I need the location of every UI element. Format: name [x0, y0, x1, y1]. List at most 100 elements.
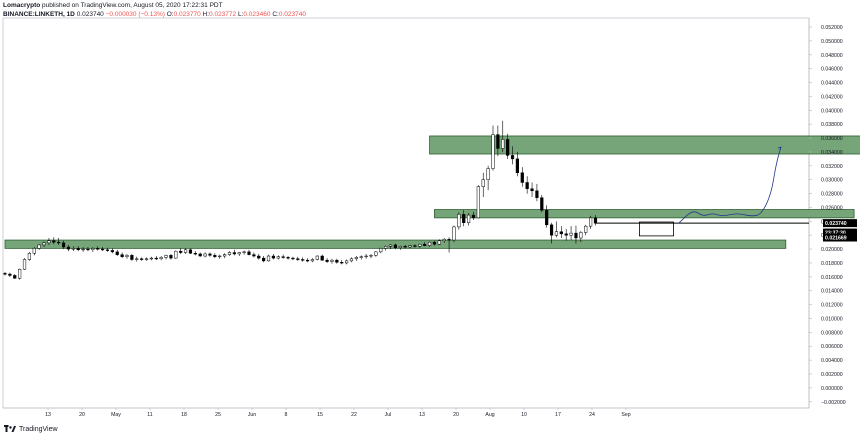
- candle: [330, 258, 334, 264]
- candle: [223, 253, 227, 259]
- projection-arrowhead: [777, 146, 782, 151]
- candle-body: [305, 259, 310, 262]
- x-tick-label: May: [111, 412, 121, 418]
- candle-body: [86, 248, 90, 251]
- price-change: −0.000030 (−0.13%): [105, 11, 165, 18]
- candle: [179, 248, 183, 254]
- symbol-label: BINANCE:LINKETH, 1D: [3, 11, 75, 18]
- candle: [281, 254, 285, 259]
- open-label: O:: [166, 11, 174, 18]
- candle-body: [71, 248, 75, 250]
- x-tick-label: 18: [181, 412, 187, 418]
- candle: [525, 176, 529, 194]
- candle: [247, 249, 251, 256]
- candle: [481, 172, 485, 198]
- candle-body: [179, 250, 183, 253]
- candle-body: [242, 251, 246, 253]
- candle-body: [506, 139, 510, 156]
- x-tick-label: Jul: [385, 412, 392, 418]
- x-tick-label: 20: [79, 412, 85, 418]
- candle-body: [257, 255, 261, 259]
- candle-body: [203, 253, 207, 257]
- author-name[interactable]: Lomacrypto: [3, 2, 41, 9]
- candle-body: [325, 259, 329, 262]
- candle-body: [593, 217, 598, 224]
- candle-body: [286, 257, 290, 259]
- candle: [510, 146, 515, 165]
- candle: [364, 253, 368, 259]
- candle: [549, 222, 554, 244]
- projection-path[interactable]: [678, 146, 782, 224]
- candle-body: [3, 273, 7, 275]
- candle-body: [301, 259, 305, 261]
- candle-body: [549, 224, 554, 236]
- candle: [42, 241, 46, 248]
- time-axis[interactable]: 13 20 May 11 18 25 Jun 8 15 22 Jul 13 20 Aug 10 17 24 Sep: [45, 408, 631, 418]
- breakout-box[interactable]: [639, 221, 674, 237]
- candle: [530, 182, 534, 198]
- zone-mid-resistance[interactable]: [434, 209, 855, 219]
- candle: [140, 257, 144, 261]
- candle: [584, 224, 588, 236]
- candle-body: [140, 258, 144, 260]
- price-label-bg: [823, 219, 857, 228]
- candle: [413, 244, 417, 248]
- y-tick-label: 0.042000: [821, 94, 843, 100]
- candle: [325, 258, 329, 263]
- candle-body: [471, 214, 476, 219]
- y-tick-label: 0.050000: [821, 39, 843, 45]
- candle: [52, 237, 56, 245]
- candle-body: [486, 168, 490, 180]
- y-tick-label: 0.034000: [821, 150, 843, 156]
- candle-body: [120, 254, 124, 257]
- candle: [359, 255, 363, 260]
- candle-body: [398, 246, 402, 248]
- candle: [340, 260, 344, 265]
- candle: [384, 245, 388, 251]
- candle-body: [252, 254, 256, 257]
- symbol-line: BINANCE:LINKETH, 1D 0.023740 −0.000030 (…: [3, 10, 306, 19]
- candle: [491, 125, 495, 171]
- y-tick-label: 0.008000: [821, 330, 843, 336]
- y-tick-label: 0.000000: [821, 386, 843, 392]
- candle-body: [174, 250, 178, 259]
- candle-body: [432, 241, 437, 245]
- candle-body: [408, 245, 412, 248]
- candle: [105, 247, 110, 252]
- candle-body: [144, 258, 149, 260]
- candle-body: [501, 139, 505, 149]
- candle: [418, 243, 422, 248]
- candle-body: [266, 255, 271, 262]
- candle-body: [520, 172, 524, 183]
- candle: [22, 258, 27, 270]
- candle-body: [276, 256, 280, 259]
- candle-body: [340, 262, 344, 264]
- high-label: H:: [202, 11, 210, 18]
- x-tick-label: 25: [215, 412, 221, 418]
- candle: [315, 255, 319, 261]
- candle-body: [384, 246, 388, 249]
- candle: [574, 225, 578, 244]
- candle: [203, 252, 207, 258]
- candle-body: [413, 245, 417, 247]
- candle-body: [291, 257, 295, 260]
- candle: [18, 268, 22, 280]
- close-value: 0.023740: [278, 11, 306, 18]
- candle: [262, 256, 266, 263]
- candle: [32, 247, 36, 256]
- price-label: 0.021669: [823, 233, 857, 242]
- candle: [345, 259, 349, 265]
- y-tick-label: 0.028000: [821, 192, 843, 198]
- footer-brand[interactable]: TradingView: [4, 425, 58, 433]
- candle: [208, 252, 212, 257]
- chart-header: Lomacrypto published on TradingView.com,…: [3, 1, 306, 19]
- candle-body: [457, 214, 461, 228]
- candle: [47, 237, 51, 245]
- candle-body: [188, 249, 193, 254]
- candle-body: [535, 190, 539, 198]
- zone-upper-resistance[interactable]: [429, 135, 860, 155]
- candle-body: [208, 253, 212, 256]
- candle-body: [418, 243, 422, 247]
- candle: [452, 225, 456, 243]
